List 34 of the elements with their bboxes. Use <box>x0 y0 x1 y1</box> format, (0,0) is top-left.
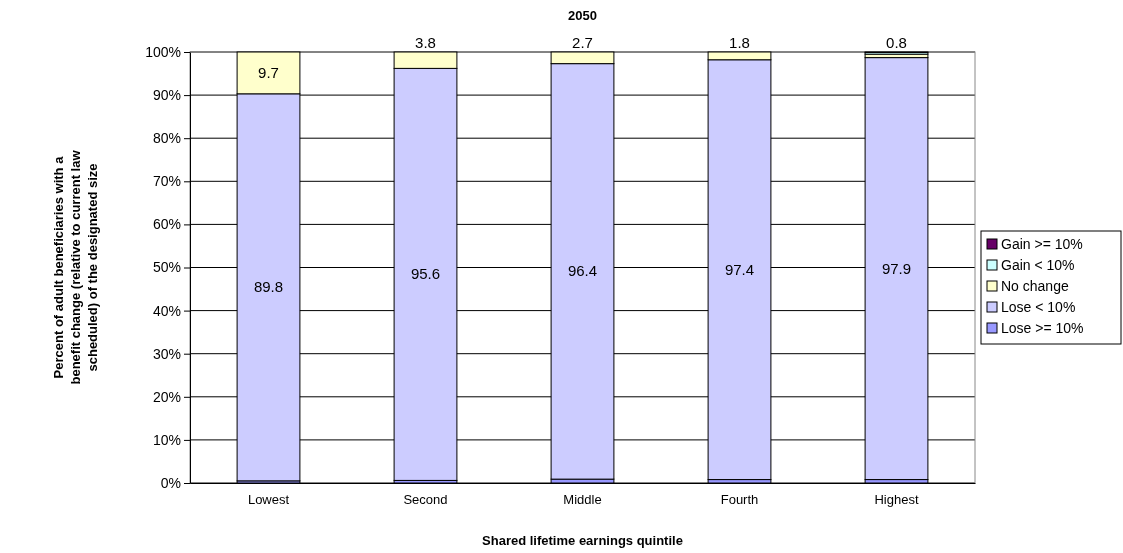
data-label: 1.8 <box>729 34 750 51</box>
x-tick-label: Lowest <box>247 492 290 508</box>
y-tick-label: 40% <box>152 302 181 319</box>
data-label: 0.8 <box>886 34 907 51</box>
y-tick-label: 30% <box>152 345 181 362</box>
data-label: 97.4 <box>724 260 755 278</box>
x-tick-label: Middle <box>563 492 602 508</box>
data-label: 97.9 <box>881 259 912 277</box>
legend-label: Lose >= 10% <box>1001 320 1084 336</box>
x-tick-label: Fourth <box>720 492 759 508</box>
y-tick-label: 50% <box>152 259 181 276</box>
x-axis-title: Shared lifetime earnings quintile <box>482 533 683 548</box>
data-label: 9.7 <box>258 63 279 81</box>
chart-title: 2050 <box>568 8 597 23</box>
x-tick-label: Second <box>403 492 448 508</box>
legend-label: Lose < 10% <box>1001 299 1076 315</box>
y-tick-label: 20% <box>152 388 181 405</box>
y-axis-title: Percent of adult beneficiaries with a benefit change (relative to current law scheduled) of the designated size <box>51 149 100 385</box>
y-tick-label: 90% <box>152 87 181 104</box>
legend-label: Gain < 10% <box>1001 257 1075 273</box>
y-tick-label: 60% <box>152 216 181 233</box>
legend-label: No change <box>1001 278 1069 294</box>
y-tick-label: 10% <box>152 431 181 448</box>
data-label: 2.7 <box>572 34 593 51</box>
y-tick-label: 100% <box>145 43 181 60</box>
y-tick-label: 70% <box>152 173 181 190</box>
y-tick-label: 80% <box>152 130 181 147</box>
data-label: 96.4 <box>567 262 598 280</box>
data-label: 3.8 <box>415 34 436 51</box>
legend-label: Gain >= 10% <box>1001 236 1083 252</box>
x-tick-label: Highest <box>874 492 919 508</box>
y-tick-label: 0% <box>160 474 181 491</box>
data-label: 95.6 <box>410 265 441 283</box>
data-label: 89.8 <box>253 278 284 296</box>
